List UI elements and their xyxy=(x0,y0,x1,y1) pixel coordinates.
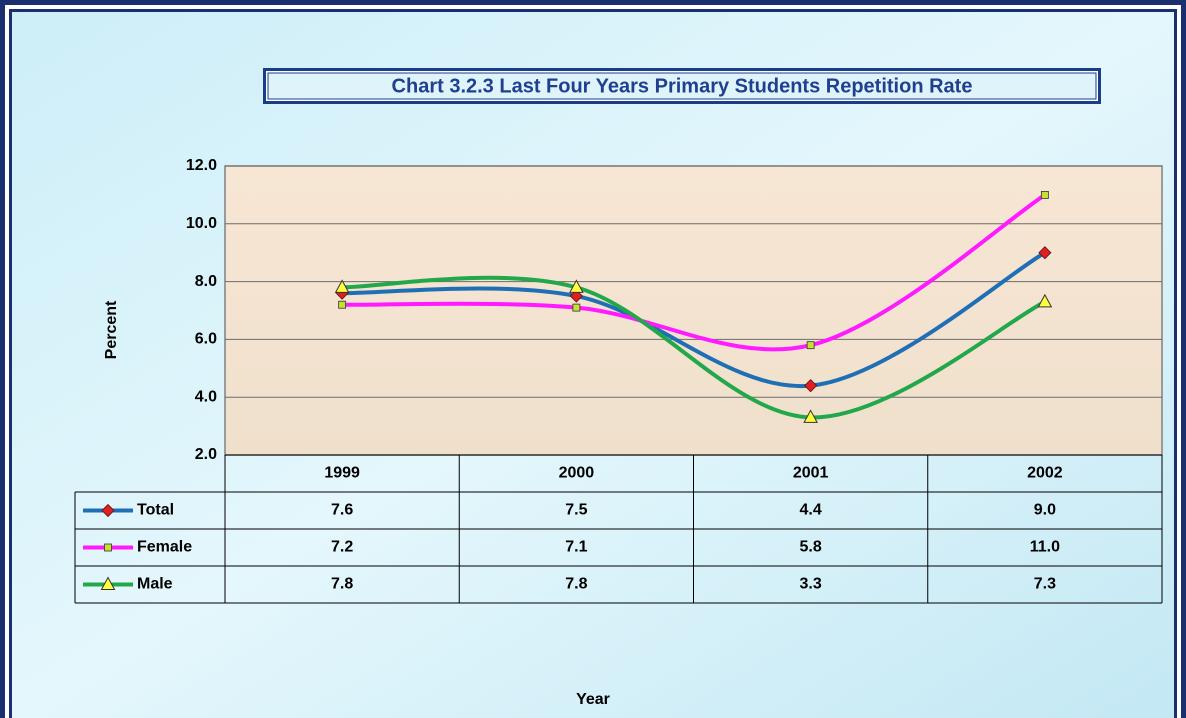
marker xyxy=(334,279,350,293)
y-axis-label: Percent xyxy=(103,300,120,359)
marker xyxy=(1040,190,1049,199)
title-box xyxy=(267,72,1097,100)
y-tick-label: 4.0 xyxy=(195,388,217,405)
x-tick-label: 2000 xyxy=(559,465,595,482)
table-value: 9.0 xyxy=(1034,502,1056,519)
table-value: 7.1 xyxy=(565,539,587,556)
marker xyxy=(338,300,347,309)
marker xyxy=(569,289,583,303)
marker xyxy=(572,303,581,312)
x-axis-label: Year xyxy=(576,691,610,708)
y-tick-label: 6.0 xyxy=(195,331,217,348)
marker xyxy=(804,379,818,393)
table-value: 7.2 xyxy=(331,539,353,556)
table-value: 7.3 xyxy=(1034,576,1056,593)
legend-label: Female xyxy=(137,539,192,556)
series-line xyxy=(340,250,1047,389)
x-tick-label: 1999 xyxy=(324,465,360,482)
marker xyxy=(101,503,115,518)
x-tick-label: 2001 xyxy=(793,465,829,482)
series-line xyxy=(340,275,1047,420)
legend-label: Male xyxy=(137,576,173,593)
marker xyxy=(100,576,116,590)
y-tick-label: 12.0 xyxy=(186,157,217,174)
marker xyxy=(806,341,815,350)
y-tick-label: 10.0 xyxy=(186,215,217,232)
marker xyxy=(104,543,112,552)
marker xyxy=(569,279,584,293)
table-value: 5.8 xyxy=(800,539,822,556)
x-tick-label: 2002 xyxy=(1027,465,1063,482)
table-value: 4.4 xyxy=(800,502,822,519)
table-value: 7.8 xyxy=(565,576,587,593)
table-value: 7.6 xyxy=(331,502,353,519)
chart-title: Chart 3.2.3 Last Four Years Primary Stud… xyxy=(392,75,973,97)
legend-label: Total xyxy=(137,502,174,519)
table-value: 11.0 xyxy=(1030,539,1060,556)
marker xyxy=(1037,293,1053,308)
table-value: 7.5 xyxy=(565,502,587,519)
series-line xyxy=(340,192,1047,352)
table-value: 3.3 xyxy=(800,576,822,593)
marker xyxy=(1038,246,1052,260)
marker xyxy=(803,409,818,423)
y-tick-label: 2.0 xyxy=(195,446,217,463)
y-tick-label: 8.0 xyxy=(195,273,217,290)
plot-area xyxy=(224,165,1163,456)
table-value: 7.8 xyxy=(331,576,353,593)
